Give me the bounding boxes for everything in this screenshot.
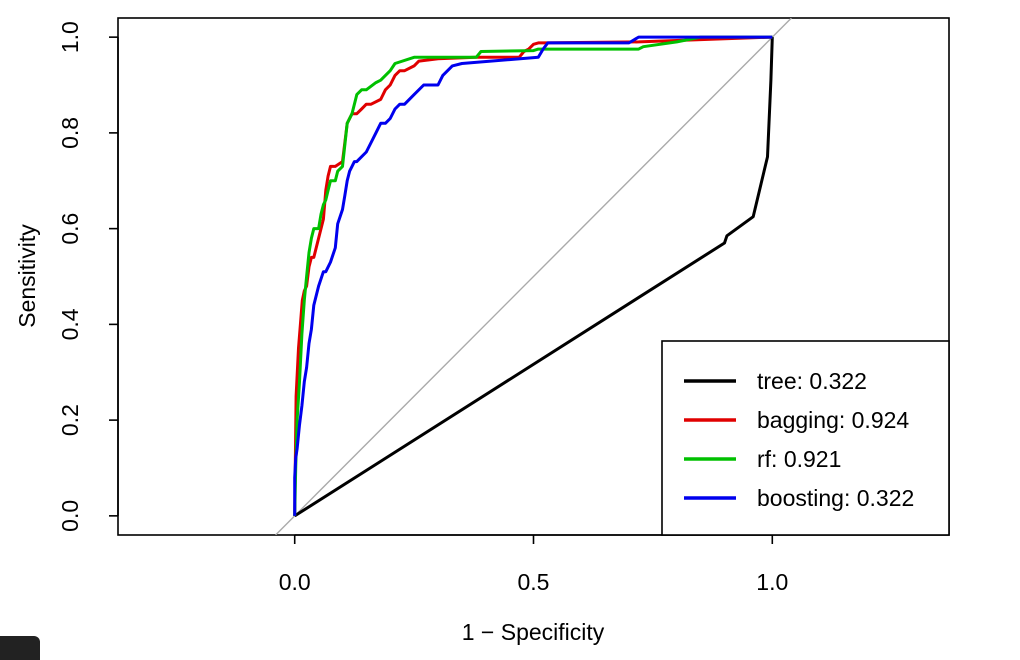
y-tick-label: 0.2 <box>57 404 83 436</box>
series-line-4 <box>293 35 773 516</box>
y-tick-label: 0.4 <box>57 308 83 340</box>
legend-label: tree: 0.322 <box>757 368 867 394</box>
y-axis-title: Sensitivity <box>14 224 40 328</box>
series-line-3 <box>293 35 773 516</box>
y-tick-label: 0.0 <box>57 500 83 532</box>
x-tick-label: 1.0 <box>756 569 788 595</box>
y-tick-label: 0.6 <box>57 213 83 245</box>
x-axis-title: 1 − Specificity <box>462 619 605 645</box>
y-tick-label: 1.0 <box>57 21 83 53</box>
x-tick-label: 0.0 <box>279 569 311 595</box>
y-axis: 0.0 0.2 0.4 0.6 0.8 1.0 <box>57 21 119 532</box>
diagonal-reference-line <box>275 18 792 535</box>
series-line-1 <box>293 37 774 518</box>
legend-label: bagging: 0.924 <box>757 407 909 433</box>
corner-badge <box>0 636 40 660</box>
legend-box <box>661 340 950 536</box>
x-axis: 0.0 0.5 1.0 <box>279 534 788 595</box>
legend-label: rf: 0.921 <box>757 446 841 472</box>
y-tick-label: 0.8 <box>57 117 83 149</box>
legend-label: boosting: 0.322 <box>757 485 914 511</box>
legend: tree: 0.322 bagging: 0.924 rf: 0.921 boosti… <box>661 340 950 536</box>
x-tick-label: 0.5 <box>518 569 550 595</box>
